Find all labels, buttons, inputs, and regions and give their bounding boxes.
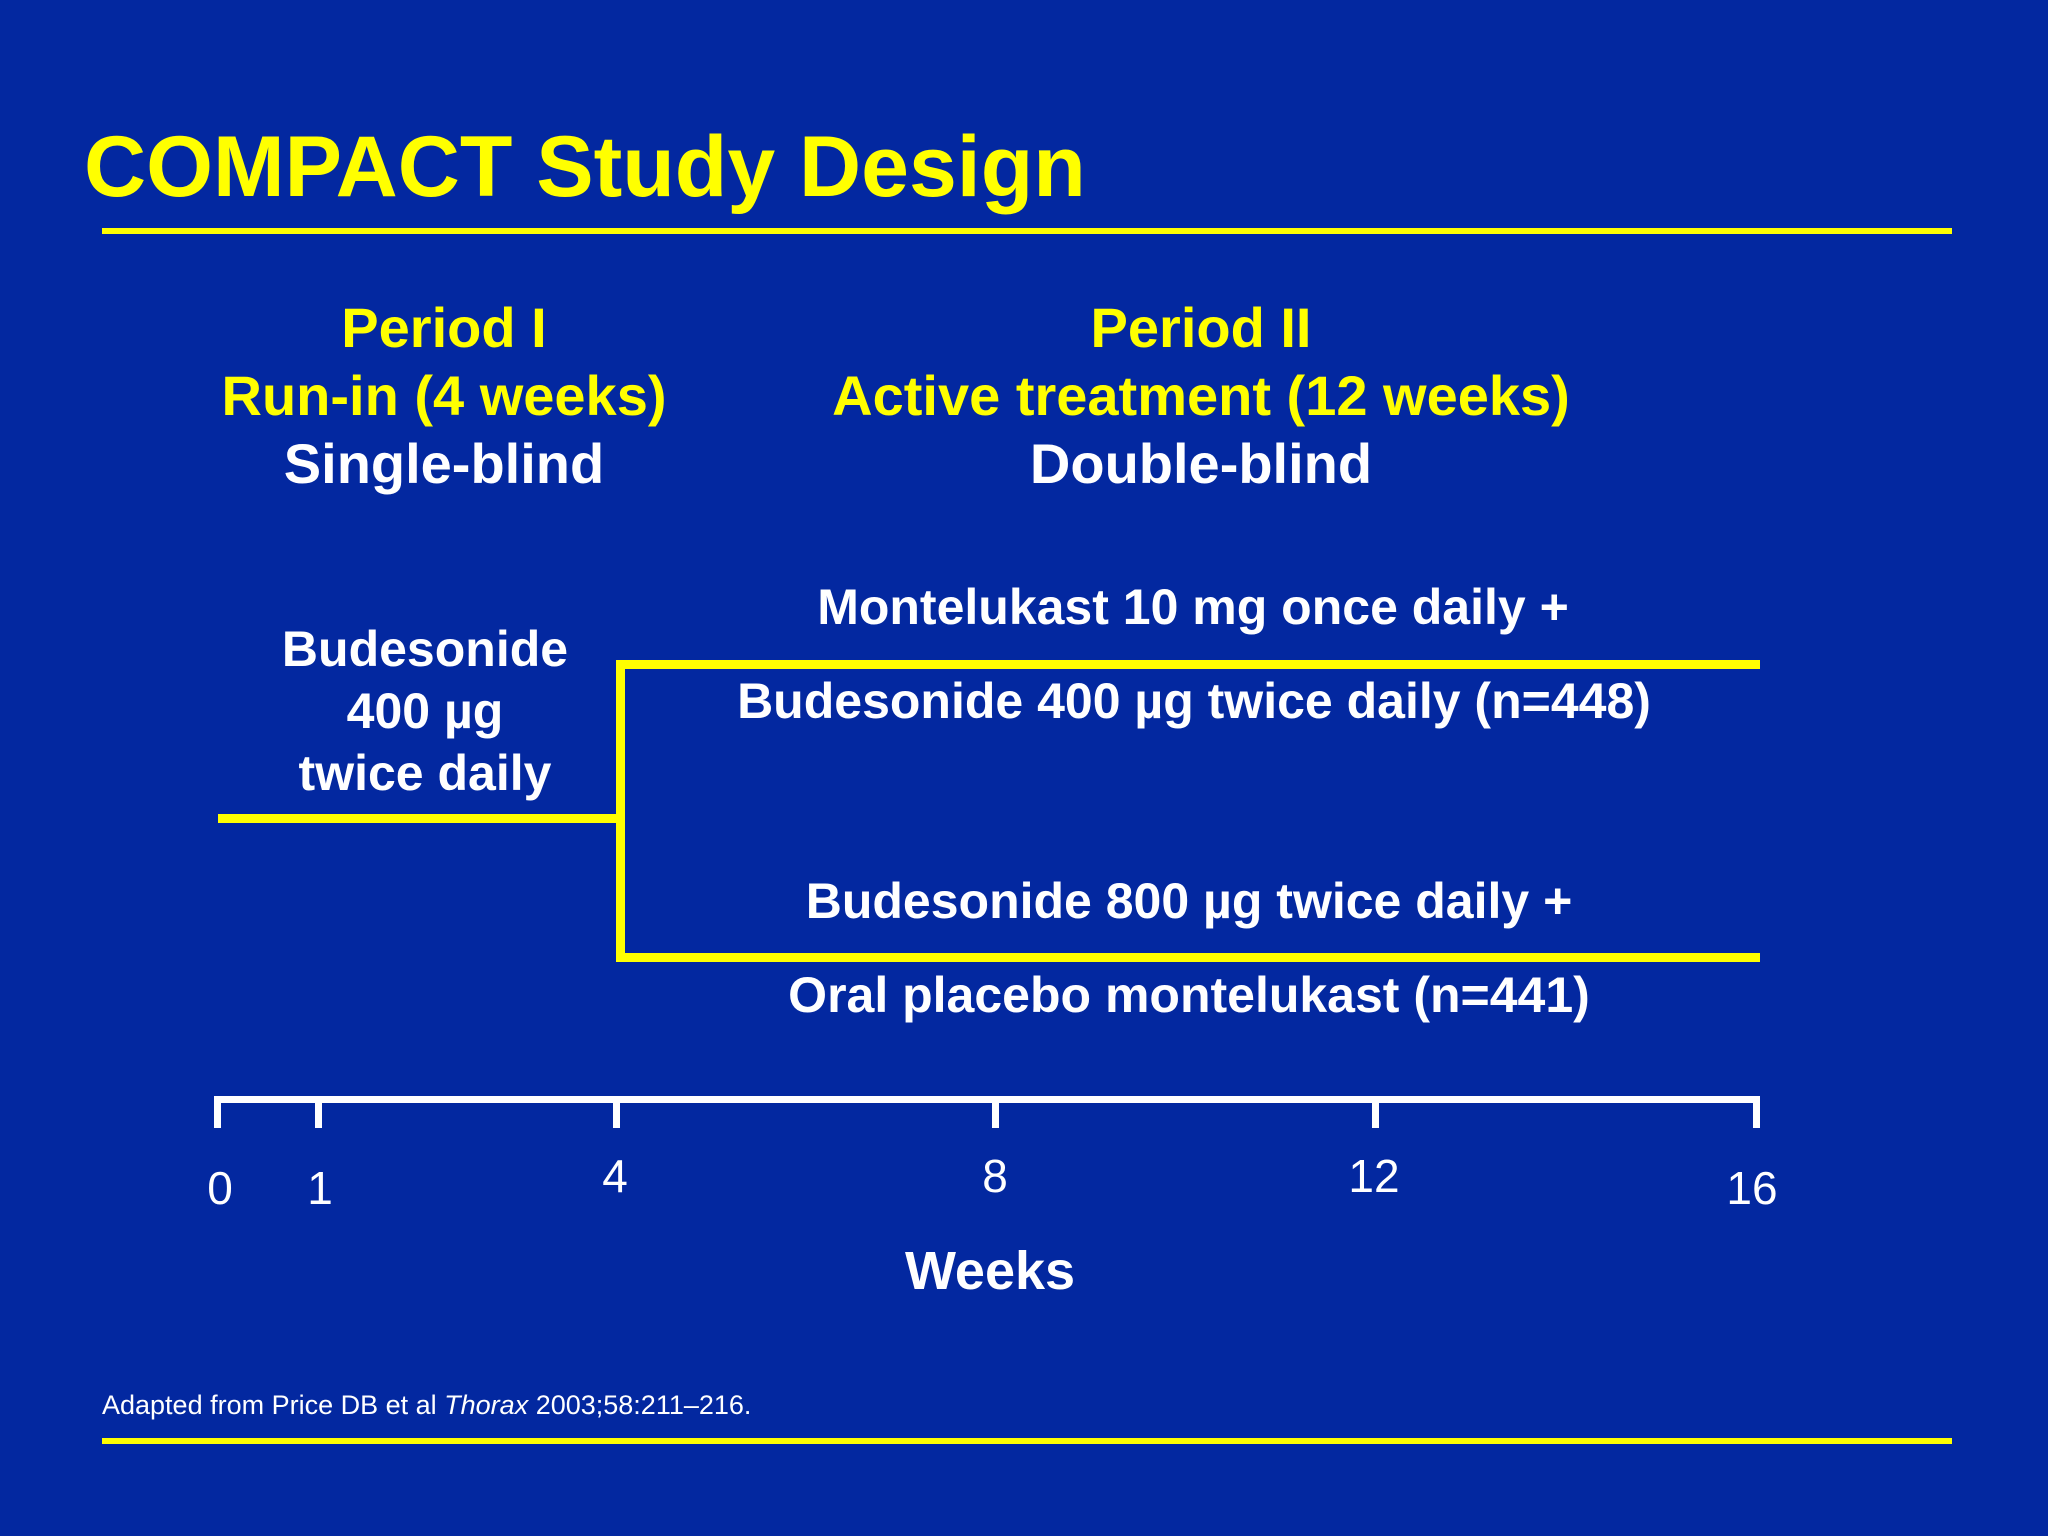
arm-1-line-2: Budesonide 400 µg twice daily (n=448) [737,673,1651,729]
tick-1 [315,1096,322,1128]
runin-line-2: 400 µg [346,683,504,739]
period-2-duration: Active treatment (12 weeks) [832,364,1570,427]
period-1-name: Period I [341,296,547,359]
source-footnote: Adapted from Price DB et al Thorax 2003;… [102,1390,751,1421]
footnote-suffix: 2003;58:211–216. [528,1390,752,1420]
timeline-axis [214,1096,1760,1103]
tick-label-4: 4 [602,1150,628,1202]
footer-rule [102,1438,1952,1444]
footnote-prefix: Adapted from Price DB et al [102,1390,445,1420]
branch-vertical-line [616,660,625,962]
slide-title: COMPACT Study Design [84,119,1086,215]
runin-line [218,814,622,823]
arm-1-line [616,660,1760,669]
tick-0 [214,1096,221,1128]
tick-label-12: 12 [1348,1150,1400,1202]
tick-label-8: 8 [982,1150,1008,1202]
tick-4 [613,1096,620,1128]
axis-label: Weeks [904,1241,1076,1301]
arm-1-line-1: Montelukast 10 mg once daily + [817,579,1569,635]
tick-16 [1753,1096,1760,1128]
runin-line-1: Budesonide [281,621,569,677]
arm-2-line-1: Budesonide 800 µg twice daily + [805,873,1573,929]
title-underline [102,228,1952,234]
period-2-blinding: Double-blind [1029,432,1373,495]
tick-12 [1372,1096,1379,1128]
arm-2-line-2: Oral placebo montelukast (n=441) [788,967,1590,1023]
period-1-blinding: Single-blind [283,432,605,495]
tick-label-0: 0 [207,1162,233,1214]
tick-label-1: 1 [307,1162,333,1214]
footnote-journal: Thorax [444,1390,529,1420]
arm-2-line [616,953,1760,962]
tick-label-16: 16 [1726,1162,1778,1214]
period-2-name: Period II [1090,296,1312,359]
period-1-duration: Run-in (4 weeks) [221,364,667,427]
runin-line-3: twice daily [298,745,552,801]
tick-8 [992,1096,999,1128]
